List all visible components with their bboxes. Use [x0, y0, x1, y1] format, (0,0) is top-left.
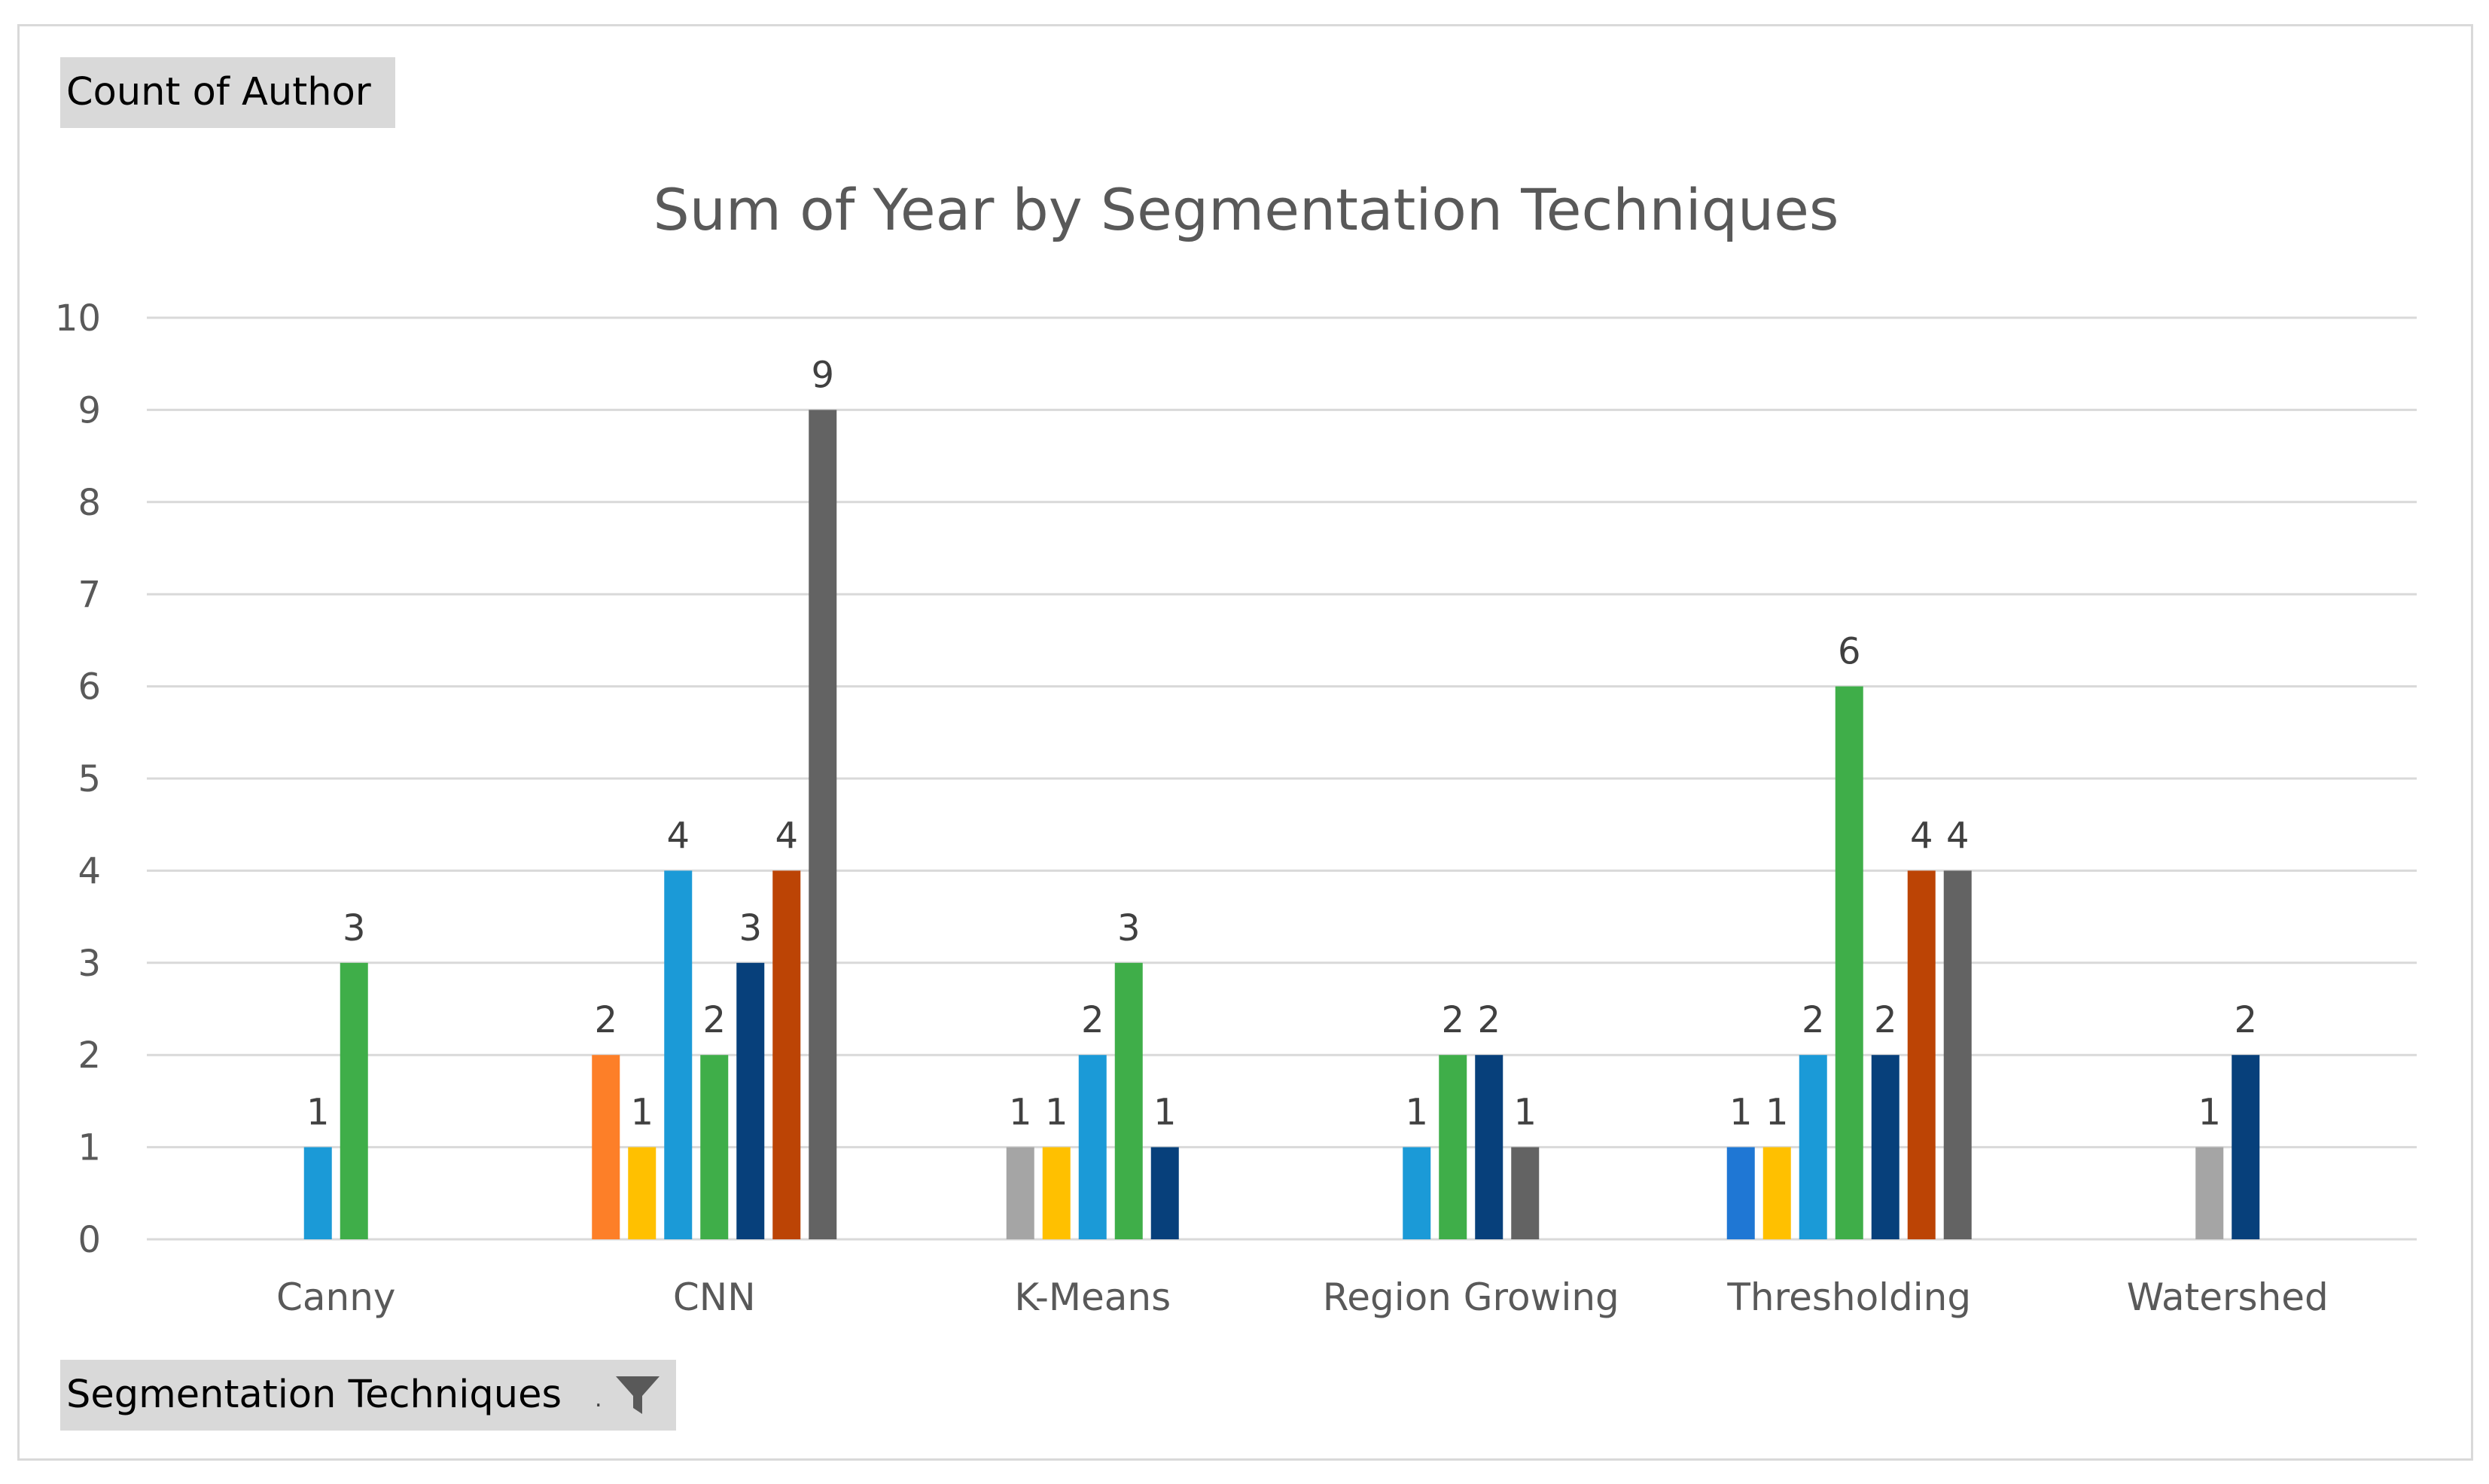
bar — [772, 870, 801, 1239]
bars — [303, 410, 2260, 1239]
y-tick-label: 0 — [78, 1219, 101, 1261]
bar — [1799, 1055, 1827, 1239]
data-label: 1 — [306, 1092, 330, 1134]
bar — [700, 1055, 729, 1239]
x-tick-label: Canny — [276, 1275, 396, 1319]
bar — [1907, 870, 1936, 1239]
axis-field-button[interactable]: Segmentation Techniques — [60, 1360, 676, 1431]
x-tick-label: Watershed — [2127, 1275, 2329, 1319]
bar — [664, 870, 693, 1239]
data-label: 4 — [666, 815, 690, 857]
data-label: 4 — [1910, 815, 1933, 857]
data-label: 2 — [1081, 999, 1104, 1041]
value-field-button[interactable]: Count of Author — [60, 57, 395, 128]
x-tick-label: K-Means — [1014, 1275, 1171, 1319]
data-label: 2 — [702, 999, 726, 1041]
y-tick-label: 4 — [78, 850, 101, 892]
bar — [303, 1147, 332, 1239]
bar — [1943, 870, 1972, 1239]
y-tick-label: 8 — [78, 482, 101, 524]
y-tick-label: 5 — [78, 758, 101, 800]
x-tick-label: Region Growing — [1323, 1275, 1619, 1319]
x-tick-label: Thresholding — [1726, 1275, 1971, 1319]
data-label: 6 — [1838, 631, 1861, 673]
y-tick-label: 3 — [78, 943, 101, 985]
data-label: 3 — [1117, 907, 1141, 949]
x-axis: Canny CNN K-Means Region Growing Thresholdin… — [276, 1275, 2329, 1319]
y-tick-label: 1 — [78, 1127, 101, 1169]
bar — [1078, 1055, 1107, 1239]
data-label: 2 — [1874, 999, 1897, 1041]
bar — [2195, 1147, 2224, 1239]
data-label: 1 — [1153, 1092, 1177, 1134]
bar — [1726, 1147, 1755, 1239]
bar — [1403, 1147, 1431, 1239]
bar — [1042, 1147, 1071, 1239]
bar — [1511, 1147, 1540, 1239]
axis-field-label: Segmentation Techniques — [66, 1373, 562, 1417]
data-label: 1 — [1045, 1092, 1068, 1134]
bar — [1475, 1055, 1503, 1239]
bar — [592, 1055, 620, 1239]
bar — [736, 962, 765, 1239]
data-label: 2 — [1441, 999, 1464, 1041]
bar — [809, 410, 837, 1239]
data-label: 1 — [1009, 1092, 1032, 1134]
data-label: 2 — [1477, 999, 1500, 1041]
data-label: 3 — [343, 907, 366, 949]
y-tick-label: 9 — [78, 389, 101, 431]
x-tick-label: CNN — [673, 1275, 756, 1319]
data-label: 3 — [739, 907, 762, 949]
bar — [628, 1147, 657, 1239]
bar — [1150, 1147, 1179, 1239]
data-label: 1 — [1729, 1092, 1753, 1134]
chart-title: Sum of Year by Segmentation Techniques — [653, 176, 1839, 243]
data-label: 1 — [630, 1092, 653, 1134]
y-axis: 0 1 2 3 4 5 6 7 8 9 10 — [55, 297, 101, 1261]
y-tick-label: 10 — [55, 297, 101, 340]
bar — [1762, 1147, 1791, 1239]
data-label: 1 — [2198, 1092, 2221, 1134]
data-label: 2 — [1802, 999, 1825, 1041]
data-label: 2 — [2234, 999, 2257, 1041]
gridlines — [147, 316, 2417, 1241]
bar — [1114, 962, 1143, 1239]
bar — [2232, 1055, 2260, 1239]
svg-text:.: . — [595, 1386, 602, 1412]
data-label: 1 — [1405, 1092, 1428, 1134]
y-tick-label: 7 — [78, 574, 101, 616]
chart-frame — [17, 24, 2473, 1461]
data-label: 4 — [1946, 815, 1970, 857]
bar — [1439, 1055, 1467, 1239]
y-tick-label: 2 — [78, 1035, 101, 1077]
data-label: 1 — [1765, 1092, 1789, 1134]
bar — [1006, 1147, 1034, 1239]
y-tick-label: 6 — [78, 666, 101, 708]
data-label: 9 — [811, 354, 834, 396]
data-label: 1 — [1513, 1092, 1537, 1134]
bar — [340, 962, 368, 1239]
filter-funnel-icon[interactable]: . — [589, 1369, 664, 1422]
bar — [1871, 1055, 1900, 1239]
data-label: 4 — [775, 815, 798, 857]
bar — [1835, 686, 1863, 1239]
data-label: 2 — [594, 999, 617, 1041]
